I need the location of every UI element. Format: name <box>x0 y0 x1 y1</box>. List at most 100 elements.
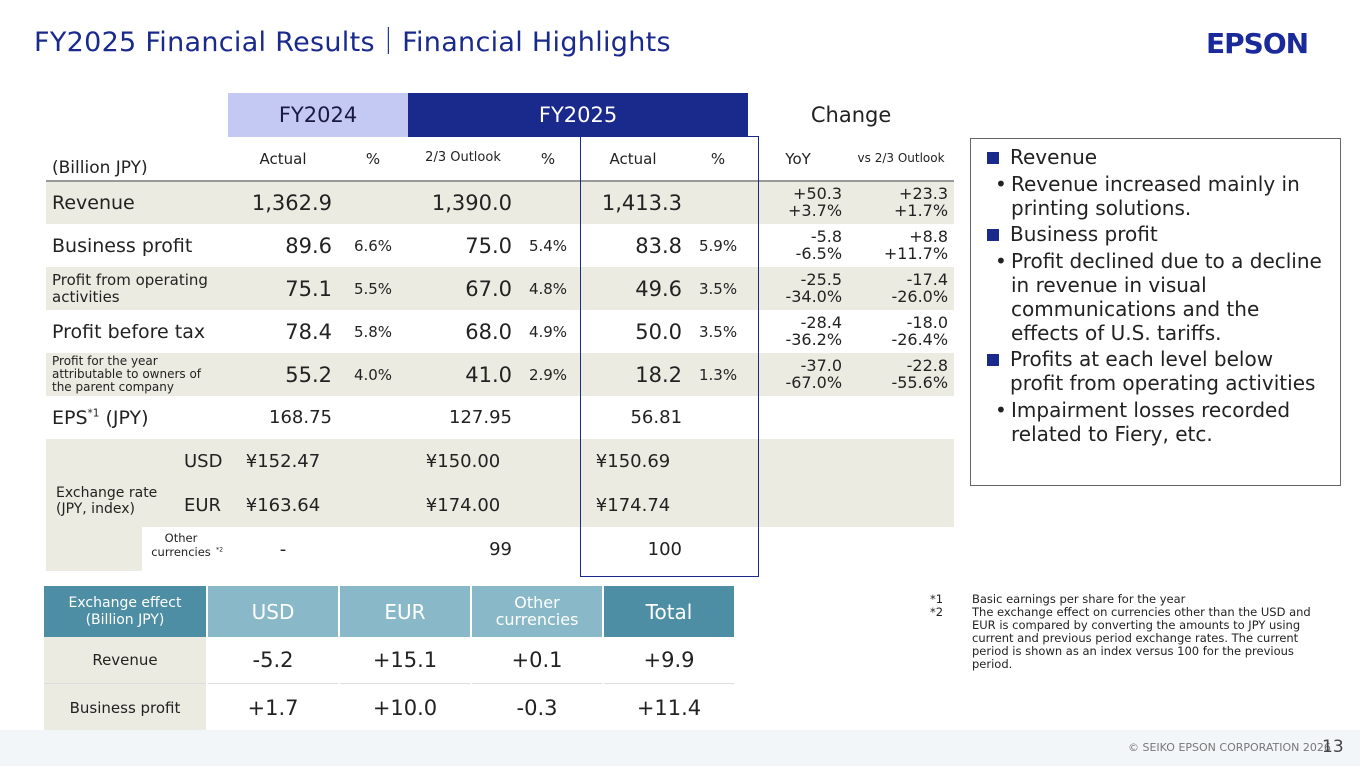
dot-bullet-icon: • <box>995 398 1007 422</box>
outlook-value: 68.0 <box>465 319 513 344</box>
effect-col-other: Other currencies <box>472 586 602 637</box>
effect-eur: +10.0 <box>372 695 438 720</box>
effect-row-label: Revenue <box>44 637 206 684</box>
actual-pct: 5.9% <box>698 236 738 255</box>
row-label: Profit for the year attributable to owne… <box>46 353 228 396</box>
square-bullet-icon <box>987 152 999 164</box>
fy24-value: 89.6 <box>285 233 332 258</box>
actual-value: 50.0 <box>635 319 683 344</box>
effect-col-eur: EUR <box>340 586 470 637</box>
summary-bullet: • Revenue increased mainly in printing so… <box>995 172 1300 220</box>
row-label: Business profit <box>52 234 193 257</box>
fx-usd-label: USD <box>184 451 223 472</box>
actual-pct: 3.5% <box>698 322 738 341</box>
fx-other-label: Other currencies *2 <box>151 531 224 560</box>
fx-other-outlook: 99 <box>489 538 513 560</box>
fx-eur-fy24: EUR ¥163.64 <box>184 483 338 527</box>
outlook-pct: 2.9% <box>518 353 579 396</box>
row-label: Revenue <box>46 181 228 224</box>
actual-pct: 3.5% <box>688 267 749 310</box>
fy24-pct: 6.6% <box>353 236 393 255</box>
eps-label: EPS*1 (JPY) <box>52 406 149 429</box>
effect-total: +9.9 <box>604 637 734 684</box>
effect-other: -0.3 <box>516 695 558 720</box>
effect-header-row: Exchange effect (Billion JPY) USD EUR Ot… <box>44 586 734 637</box>
effect-header-label: Exchange effect (Billion JPY) <box>44 586 206 637</box>
effect-col-total: Total <box>604 586 734 637</box>
fy24-pct: 5.8% <box>353 322 393 341</box>
change-header: Change <box>810 103 892 127</box>
effect-usd: -5.2 <box>208 637 338 684</box>
outlook-pct: 4.8% <box>518 267 579 310</box>
effect-col-usd: USD <box>208 586 338 637</box>
unit-label: (Billion JPY) <box>46 137 228 182</box>
yoy-change: +50.3 +3.7% <box>748 181 849 224</box>
eps-outlook: 127.95 <box>449 407 513 428</box>
yoy-change: -25.5 -34.0% <box>748 267 849 310</box>
actual-value: 49.6 <box>578 267 689 310</box>
outlook-pct <box>518 181 579 224</box>
eps-row: EPS*1 (JPY) 168.75 127.95 56.81 <box>46 396 954 439</box>
col-fy25-actual: Actual <box>578 137 689 182</box>
vs-outlook-change: -22.8 -55.6% <box>848 353 955 396</box>
row-label: Profit from operating activities <box>46 267 228 310</box>
vs-outlook-change: -17.4 -26.0% <box>848 267 955 310</box>
table-row: Profit before tax 78.4 5.8% 68.0 4.9% 50… <box>46 310 954 353</box>
period-header-row: FY2024 FY2025 Change <box>46 93 954 137</box>
effect-eur: +15.1 <box>340 637 470 684</box>
outlook-value: 75.0 <box>465 233 513 258</box>
fy24-pct: 4.0% <box>338 353 409 396</box>
outlook-value: 41.0 <box>408 353 519 396</box>
dot-bullet-icon: • <box>995 249 1007 273</box>
actual-value: 83.8 <box>635 233 683 258</box>
outlook-value: 67.0 <box>408 267 519 310</box>
yoy-change: -5.8 -6.5% <box>795 226 843 263</box>
summary-bullet: • Impairment losses recorded related to F… <box>995 398 1291 446</box>
table-row: Profit from operating activities 75.1 5.… <box>46 267 955 310</box>
fx-other-actual: 100 <box>647 538 683 560</box>
square-bullet-icon <box>987 229 999 241</box>
dot-bullet-icon: • <box>995 172 1007 196</box>
effect-usd: +1.7 <box>247 695 299 720</box>
actual-value: 1,413.3 <box>578 181 689 224</box>
fx-usd-fy24: USD ¥152.47 <box>184 439 338 483</box>
table-row: Business profit 89.6 6.6% 75.0 5.4% 83.8… <box>46 224 954 267</box>
exchange-effect-table: Exchange effect (Billion JPY) USD EUR Ot… <box>42 586 736 731</box>
page-title: FY2025 Financial Results｜Financial Highl… <box>34 27 671 58</box>
col-vs-outlook: vs 2/3 Outlook <box>848 137 955 182</box>
summary-heading: Business profit <box>985 222 1330 246</box>
table-row: Profit for the year attributable to owne… <box>46 353 955 396</box>
table-row: Revenue -5.2 +15.1 +0.1 +9.9 <box>44 637 734 684</box>
outlook-pct: 5.4% <box>528 236 568 255</box>
effect-other: +0.1 <box>472 637 602 684</box>
effect-total: +11.4 <box>636 695 702 720</box>
footnote: *1 Basic earnings per share for the year <box>930 592 1186 606</box>
exchange-rate-label: Exchange rate (JPY, index) <box>46 439 228 527</box>
yoy-change: -37.0 -67.0% <box>748 353 849 396</box>
fy2025-header: FY2025 <box>408 93 749 137</box>
page-number: 13 <box>1322 737 1344 757</box>
fy24-value: 1,362.9 <box>228 181 338 224</box>
col-fy25-pct: % <box>688 137 749 182</box>
fx-eur-label: EUR <box>184 495 222 516</box>
col-yoy: YoY <box>748 137 849 182</box>
footer-bar <box>0 730 1360 766</box>
fx-eur-outlook: ¥174.00 <box>408 483 519 527</box>
footnotes: *1 Basic earnings per share for the year … <box>930 593 1330 671</box>
column-header-row: (Billion JPY) Actual % 2/3 Outlook % Act… <box>46 137 955 182</box>
col-outlook-pct: % <box>518 137 579 182</box>
actual-pct <box>688 181 749 224</box>
fy2025-actual-highlight-frame <box>580 136 759 577</box>
outlook-value: 1,390.0 <box>408 181 519 224</box>
col-outlook: 2/3 Outlook <box>408 137 519 182</box>
fx-other-fy24: - <box>279 538 287 560</box>
fy24-pct: 5.5% <box>338 267 409 310</box>
summary-heading: Revenue <box>985 145 1330 169</box>
row-label: Profit before tax <box>52 320 206 343</box>
square-bullet-icon <box>987 354 999 366</box>
effect-row-label: Business profit <box>44 684 206 731</box>
eps-fy24: 168.75 <box>269 407 332 428</box>
vs-outlook-change: +23.3 +1.7% <box>848 181 955 224</box>
fy2024-header: FY2024 <box>228 93 409 137</box>
outlook-pct: 4.9% <box>528 322 568 341</box>
